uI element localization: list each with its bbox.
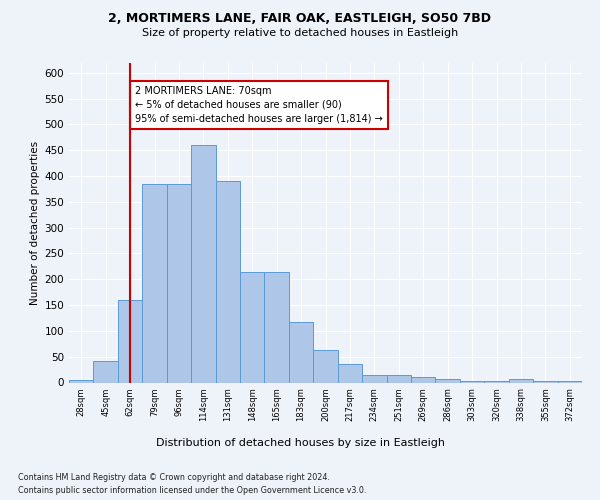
Bar xyxy=(215,181,240,382)
Text: 2 MORTIMERS LANE: 70sqm
← 5% of detached houses are smaller (90)
95% of semi-det: 2 MORTIMERS LANE: 70sqm ← 5% of detached… xyxy=(135,86,383,124)
Text: 2, MORTIMERS LANE, FAIR OAK, EASTLEIGH, SO50 7BD: 2, MORTIMERS LANE, FAIR OAK, EASTLEIGH, … xyxy=(109,12,491,26)
Bar xyxy=(386,375,411,382)
Bar xyxy=(94,361,118,382)
Bar xyxy=(240,272,265,382)
Y-axis label: Number of detached properties: Number of detached properties xyxy=(30,140,40,304)
Bar xyxy=(289,322,313,382)
Bar xyxy=(191,145,215,382)
Bar xyxy=(142,184,167,382)
Bar xyxy=(167,184,191,382)
Text: Contains HM Land Registry data © Crown copyright and database right 2024.: Contains HM Land Registry data © Crown c… xyxy=(18,472,330,482)
Text: Size of property relative to detached houses in Eastleigh: Size of property relative to detached ho… xyxy=(142,28,458,38)
Text: Distribution of detached houses by size in Eastleigh: Distribution of detached houses by size … xyxy=(155,438,445,448)
Bar xyxy=(338,364,362,382)
Bar xyxy=(265,272,289,382)
Bar xyxy=(313,350,338,382)
Bar xyxy=(411,378,436,382)
Bar xyxy=(436,380,460,382)
Bar xyxy=(69,380,94,382)
Bar xyxy=(118,300,142,382)
Bar xyxy=(509,380,533,382)
Bar xyxy=(362,375,386,382)
Text: Contains public sector information licensed under the Open Government Licence v3: Contains public sector information licen… xyxy=(18,486,367,495)
